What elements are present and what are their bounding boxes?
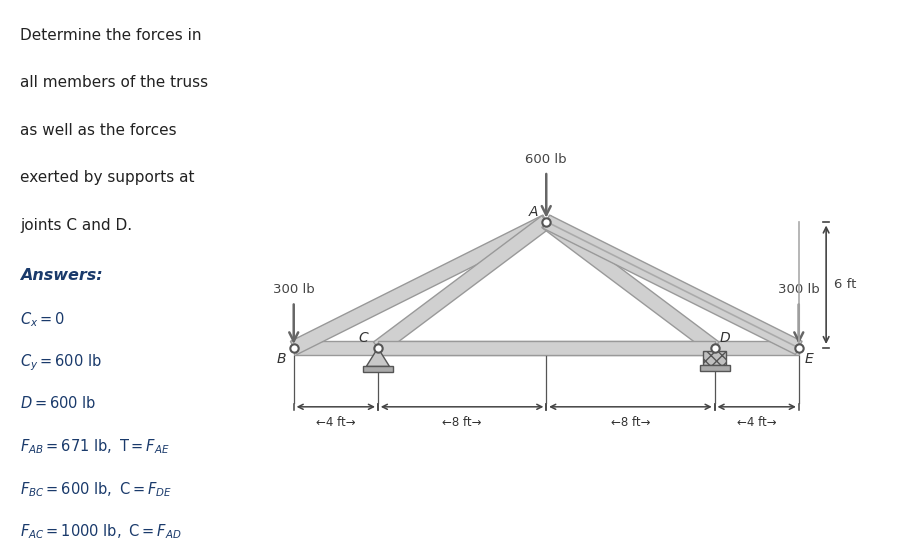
Text: B: B bbox=[276, 353, 285, 367]
Polygon shape bbox=[543, 215, 801, 354]
Text: 300 lb: 300 lb bbox=[273, 283, 314, 296]
Bar bbox=[699, 364, 729, 371]
Text: $C_y = 600\ \mathrm{lb}$: $C_y = 600\ \mathrm{lb}$ bbox=[20, 353, 102, 373]
Text: E: E bbox=[804, 353, 813, 367]
Bar bbox=[703, 352, 725, 365]
Text: $C_x = 0$: $C_x = 0$ bbox=[20, 310, 65, 329]
Text: 600 lb: 600 lb bbox=[525, 153, 566, 166]
Text: ←8 ft→: ←8 ft→ bbox=[442, 416, 481, 429]
Polygon shape bbox=[366, 348, 389, 366]
Text: $D = 600\ \mathrm{lb}$: $D = 600\ \mathrm{lb}$ bbox=[20, 395, 97, 411]
Text: 6 ft: 6 ft bbox=[833, 278, 855, 291]
Polygon shape bbox=[293, 341, 798, 354]
Text: A: A bbox=[528, 205, 538, 219]
Polygon shape bbox=[373, 216, 550, 354]
Text: 300 lb: 300 lb bbox=[777, 283, 819, 296]
Text: ←4 ft→: ←4 ft→ bbox=[736, 416, 776, 429]
Polygon shape bbox=[290, 215, 549, 354]
Text: D: D bbox=[719, 331, 730, 345]
Text: ←4 ft→: ←4 ft→ bbox=[316, 416, 355, 429]
Polygon shape bbox=[541, 216, 718, 354]
Text: Determine the forces in: Determine the forces in bbox=[20, 28, 201, 43]
Text: ←8 ft→: ←8 ft→ bbox=[610, 416, 649, 429]
Bar bbox=[362, 366, 393, 372]
Text: exerted by supports at: exerted by supports at bbox=[20, 170, 194, 186]
Polygon shape bbox=[377, 340, 713, 356]
Text: $F_{AB} = 671\ \mathrm{lb,\ T} = F_{AE}$: $F_{AB} = 671\ \mathrm{lb,\ T} = F_{AE}$ bbox=[20, 438, 170, 456]
Text: as well as the forces: as well as the forces bbox=[20, 123, 177, 138]
Text: all members of the truss: all members of the truss bbox=[20, 75, 209, 91]
Text: Answers:: Answers: bbox=[20, 268, 103, 283]
Text: C: C bbox=[358, 331, 368, 345]
Text: $F_{BC} = 600\ \mathrm{lb,\ C} = F_{DE}$: $F_{BC} = 600\ \mathrm{lb,\ C} = F_{DE}$ bbox=[20, 480, 172, 499]
Text: joints C and D.: joints C and D. bbox=[20, 218, 132, 233]
Text: $F_{AC} = 1000\ \mathrm{lb,\ C} = F_{AD}$: $F_{AC} = 1000\ \mathrm{lb,\ C} = F_{AD}… bbox=[20, 523, 182, 541]
